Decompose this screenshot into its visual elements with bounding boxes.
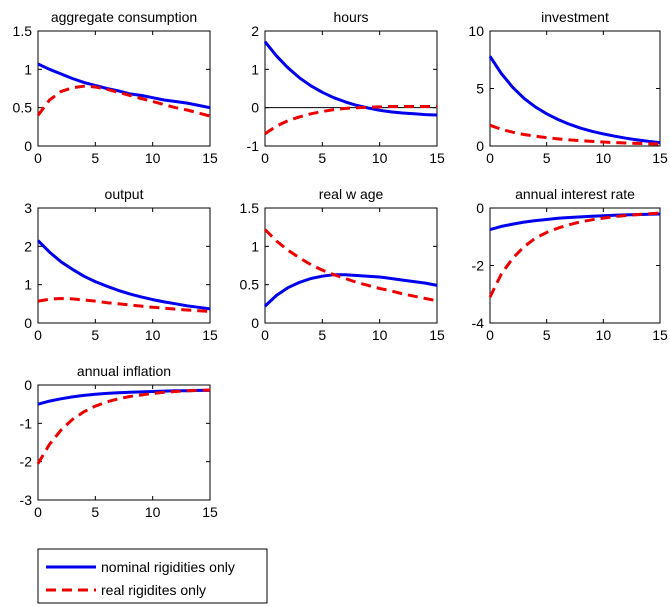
panel-title: hours (333, 9, 368, 25)
legend-label-real: real rigidites only (101, 582, 206, 598)
legend-box (37, 548, 268, 604)
y-tick-label: 0 (251, 315, 259, 331)
panel-title: investment (541, 9, 609, 25)
y-tick-label: 0 (24, 315, 32, 331)
series-nominal-line (37, 388, 210, 406)
x-tick-label: 15 (202, 150, 218, 166)
y-tick-label: -4 (472, 315, 485, 331)
x-tick-label: 10 (596, 327, 612, 343)
y-tick-label: 0 (251, 100, 259, 116)
x-tick-label: 15 (202, 327, 218, 343)
x-tick-label: 5 (543, 150, 551, 166)
x-tick-label: 5 (91, 150, 99, 166)
x-tick-label: 15 (652, 150, 668, 166)
series-real-line (489, 123, 661, 146)
panel-1: aggregate consumption 0 5 10 15 0 0.5 1 1.5 (13, 9, 218, 166)
legend-label-nominal: nominal rigidities only (101, 559, 235, 575)
x-tick-label: 15 (202, 504, 218, 520)
x-tick-label: 5 (543, 327, 551, 343)
panel-7: annual inflation 0 5 10 15 -3 -2 -1 0 (20, 363, 218, 520)
y-tick-label: 0.5 (13, 100, 33, 116)
panel-6: annual interest rate 0 5 10 15 -4 -2 0 (472, 186, 668, 343)
x-tick-label: 0 (34, 150, 42, 166)
x-tick-label: 10 (372, 327, 388, 343)
y-tick-label: 1 (24, 61, 32, 77)
x-tick-label: 0 (261, 327, 269, 343)
legend: nominal rigidities only real rigidites o… (37, 548, 268, 604)
x-tick-label: 0 (261, 150, 269, 166)
series-nominal-line (36, 239, 211, 311)
y-tick-label: 10 (468, 23, 484, 39)
y-tick-label: 1 (24, 277, 32, 293)
plot-frame (489, 207, 661, 324)
y-tick-label: 2 (251, 23, 259, 39)
plot-frame (264, 30, 438, 147)
y-tick-label: 5 (476, 81, 484, 97)
y-tick-label: 1.5 (13, 23, 33, 39)
plot-frame (37, 384, 211, 501)
panel-title: annual interest rate (515, 186, 635, 202)
x-tick-label: 5 (318, 327, 326, 343)
x-tick-label: 10 (596, 150, 612, 166)
series-real-line (263, 228, 438, 303)
panel-title: output (105, 186, 144, 202)
y-tick-label: 0 (24, 138, 32, 154)
y-tick-label: 1.5 (240, 200, 260, 216)
series-real-line (36, 388, 211, 465)
y-tick-label: 2 (24, 238, 32, 254)
y-tick-label: -1 (20, 415, 33, 431)
plot-frame (37, 30, 211, 147)
series-nominal-line (489, 212, 661, 232)
x-tick-label: 10 (372, 150, 388, 166)
x-tick-label: 10 (145, 504, 161, 520)
series-real-line (37, 297, 211, 313)
x-tick-label: 15 (652, 327, 668, 343)
panel-title: real w age (319, 186, 384, 202)
y-tick-label: -1 (247, 138, 260, 154)
panel-3: investment 0 5 10 15 0 5 10 (468, 9, 668, 166)
series-real-line (36, 84, 211, 118)
panel-4: output 0 5 10 15 0 1 2 3 (24, 186, 218, 343)
series-real-line (264, 105, 437, 135)
series-real-line (488, 211, 661, 298)
y-tick-label: 0 (24, 377, 32, 393)
y-tick-label: 0 (476, 138, 484, 154)
series-nominal-line (37, 62, 211, 110)
x-tick-label: 0 (486, 327, 494, 343)
x-tick-label: 5 (91, 504, 99, 520)
y-tick-label: 3 (24, 200, 32, 216)
x-tick-label: 5 (318, 150, 326, 166)
x-tick-label: 5 (91, 327, 99, 343)
x-tick-label: 0 (34, 327, 42, 343)
y-tick-label: 0.5 (240, 277, 260, 293)
y-tick-label: -3 (20, 492, 33, 508)
y-tick-label: -2 (472, 258, 485, 274)
x-tick-label: 10 (145, 150, 161, 166)
x-tick-label: 15 (429, 327, 445, 343)
panel-title: annual inflation (77, 363, 171, 379)
x-tick-label: 15 (429, 150, 445, 166)
plot-frame (37, 207, 211, 324)
panel-title: aggregate consumption (51, 9, 197, 25)
x-tick-label: 0 (34, 504, 42, 520)
y-tick-label: 1 (251, 238, 259, 254)
series-nominal-line (488, 55, 661, 145)
x-tick-label: 10 (145, 327, 161, 343)
y-tick-label: 0 (476, 200, 484, 216)
plot-frame (264, 207, 438, 324)
panel-5: real w age 0 5 10 15 0 0.5 1 1.5 (240, 186, 445, 343)
x-tick-label: 0 (486, 150, 494, 166)
y-tick-label: -2 (20, 454, 33, 470)
series-nominal-line (263, 273, 438, 308)
series-nominal-line (263, 40, 438, 117)
y-tick-label: 1 (251, 61, 259, 77)
